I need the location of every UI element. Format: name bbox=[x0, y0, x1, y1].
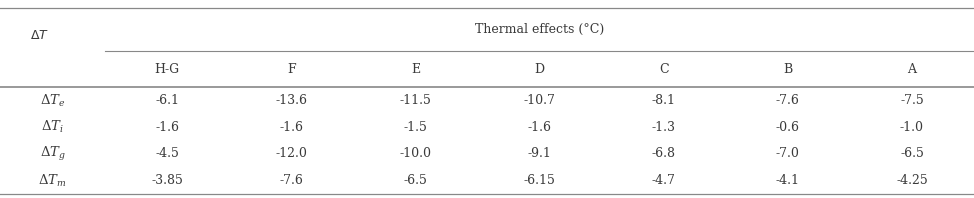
Text: -1.0: -1.0 bbox=[900, 121, 924, 134]
Text: -7.5: -7.5 bbox=[900, 94, 923, 107]
Text: -3.85: -3.85 bbox=[151, 174, 183, 187]
Text: -1.6: -1.6 bbox=[528, 121, 551, 134]
Text: -4.1: -4.1 bbox=[776, 174, 800, 187]
Text: -10.0: -10.0 bbox=[399, 148, 431, 160]
Text: -6.5: -6.5 bbox=[900, 148, 924, 160]
Text: -6.15: -6.15 bbox=[524, 174, 555, 187]
Text: -7.6: -7.6 bbox=[280, 174, 303, 187]
Text: -6.8: -6.8 bbox=[652, 148, 676, 160]
Text: -1.6: -1.6 bbox=[155, 121, 179, 134]
Text: -4.5: -4.5 bbox=[155, 148, 179, 160]
Text: $\Delta T_{m}$: $\Delta T_{m}$ bbox=[38, 173, 67, 189]
Text: -6.5: -6.5 bbox=[403, 174, 428, 187]
Text: -8.1: -8.1 bbox=[652, 94, 676, 107]
Text: -12.0: -12.0 bbox=[276, 148, 308, 160]
Text: -1.5: -1.5 bbox=[403, 121, 428, 134]
Text: D: D bbox=[535, 63, 544, 76]
Text: Thermal effects (°C): Thermal effects (°C) bbox=[475, 23, 604, 36]
Text: -7.6: -7.6 bbox=[776, 94, 800, 107]
Text: C: C bbox=[658, 63, 668, 76]
Text: -11.5: -11.5 bbox=[399, 94, 431, 107]
Text: $\Delta T$: $\Delta T$ bbox=[30, 29, 50, 42]
Text: -13.6: -13.6 bbox=[276, 94, 308, 107]
Text: -10.7: -10.7 bbox=[524, 94, 555, 107]
Text: -0.6: -0.6 bbox=[776, 121, 800, 134]
Text: -4.25: -4.25 bbox=[896, 174, 928, 187]
Text: H-G: H-G bbox=[155, 63, 180, 76]
Text: $\Delta T_{e}$: $\Delta T_{e}$ bbox=[40, 92, 65, 109]
Text: -4.7: -4.7 bbox=[652, 174, 676, 187]
Text: F: F bbox=[287, 63, 296, 76]
Text: -9.1: -9.1 bbox=[528, 148, 551, 160]
Text: E: E bbox=[411, 63, 420, 76]
Text: $\Delta T_{i}$: $\Delta T_{i}$ bbox=[41, 119, 64, 135]
Text: $\Delta T_{g}$: $\Delta T_{g}$ bbox=[40, 145, 65, 163]
Text: -1.3: -1.3 bbox=[652, 121, 676, 134]
Text: B: B bbox=[783, 63, 793, 76]
Text: -6.1: -6.1 bbox=[155, 94, 179, 107]
Text: -1.6: -1.6 bbox=[280, 121, 303, 134]
Text: -7.0: -7.0 bbox=[776, 148, 800, 160]
Text: A: A bbox=[908, 63, 917, 76]
